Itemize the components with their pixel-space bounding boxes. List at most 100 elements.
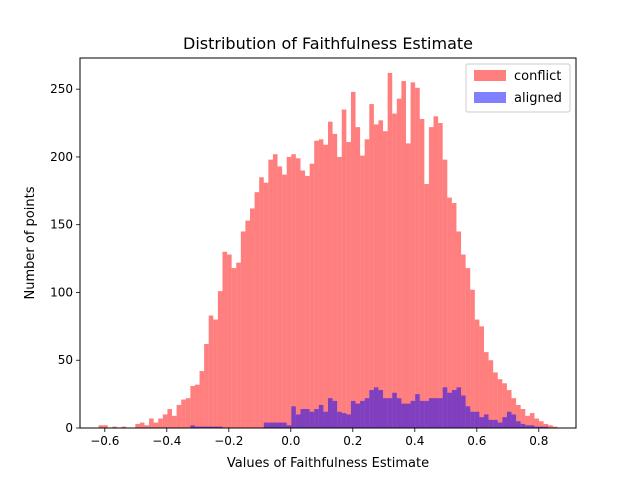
conflict-bar	[465, 268, 471, 428]
legend-label-aligned: aligned	[514, 91, 562, 106]
conflict-bar	[424, 184, 429, 428]
aligned-bar	[479, 417, 484, 428]
conflict-bar	[222, 251, 228, 428]
conflict-bars	[98, 72, 558, 429]
conflict-bar	[121, 426, 127, 428]
conflict-bar	[337, 156, 342, 428]
conflict-bar	[525, 415, 530, 428]
aligned-bar	[364, 398, 370, 428]
conflict-bar	[236, 262, 241, 428]
conflict-bar	[373, 124, 379, 429]
conflict-bar	[167, 409, 173, 428]
conflict-bar	[139, 422, 145, 428]
conflict-bar	[511, 398, 517, 428]
aligned-bar	[483, 414, 489, 428]
conflict-bar	[451, 203, 457, 428]
conflict-bar	[447, 197, 452, 428]
conflict-bar	[438, 123, 443, 429]
x-tick-label: 0.8	[529, 434, 548, 448]
aligned-bar	[396, 398, 402, 428]
legend: conflict aligned	[465, 63, 571, 113]
conflict-bar	[350, 91, 356, 428]
aligned-bar	[516, 421, 521, 428]
aligned-bars	[190, 387, 549, 428]
conflict-bar	[172, 415, 177, 428]
aligned-bar	[272, 422, 278, 428]
conflict-bar	[355, 127, 361, 428]
conflict-bar	[415, 87, 420, 429]
conflict-bar	[378, 120, 384, 428]
conflict-bar	[474, 319, 480, 428]
conflict-bar	[364, 139, 370, 429]
conflict-bar	[488, 360, 494, 428]
aligned-bar	[506, 411, 512, 428]
aligned-bar	[350, 400, 356, 428]
conflict-bar	[456, 231, 462, 428]
plot-frame	[79, 57, 577, 429]
conflict-bar	[295, 158, 301, 429]
aligned-bar	[305, 409, 310, 428]
aligned-bar	[295, 414, 301, 428]
conflict-bar	[185, 398, 191, 428]
x-tick-label: 0.0	[281, 434, 300, 448]
aligned-bar	[190, 425, 195, 428]
aligned-bar	[401, 403, 406, 428]
conflict-bar	[392, 113, 397, 429]
aligned-bar	[383, 398, 388, 428]
conflict-bar	[520, 409, 526, 428]
conflict-bar	[103, 425, 108, 428]
aligned-bar	[360, 400, 365, 428]
y-tick-label: 0	[65, 421, 73, 435]
aligned-bar	[534, 426, 540, 428]
aligned-bar	[511, 414, 517, 428]
aligned-bar	[461, 395, 466, 428]
conflict-bar	[410, 82, 416, 429]
conflict-bar	[194, 384, 200, 428]
conflict-bar	[314, 140, 319, 428]
aligned-bar	[419, 400, 425, 428]
aligned-bar	[525, 425, 530, 428]
conflict-bar	[291, 154, 296, 428]
aligned-bar	[323, 411, 328, 428]
conflict-bar	[341, 109, 347, 428]
chart-title: Distribution of Faithfulness Estimate	[183, 34, 473, 53]
x-tick-label: 0.6	[467, 434, 486, 448]
aligned-bar	[539, 426, 544, 428]
conflict-bar	[483, 352, 489, 428]
aligned-bar	[438, 398, 443, 428]
y-tick-label: 50	[58, 353, 73, 367]
aligned-bar	[497, 422, 503, 428]
legend-swatch-conflict	[474, 70, 506, 81]
x-tick-label: −0.2	[214, 434, 243, 448]
conflict-bar	[217, 291, 223, 428]
x-axis-label: Values of Faithfulness Estimate	[227, 456, 429, 471]
aligned-bar	[520, 423, 526, 428]
conflict-bar	[318, 139, 324, 429]
conflict-bar	[396, 98, 402, 429]
aligned-bar	[502, 417, 507, 428]
conflict-bar	[181, 399, 186, 428]
conflict-bar	[272, 154, 278, 428]
x-axis-ticks: −0.6 −0.4 −0.2 0.0 0.2 0.4 0.6 0.8	[90, 428, 548, 448]
conflict-bar	[401, 81, 406, 429]
aligned-bar	[346, 414, 351, 428]
conflict-bar	[199, 371, 205, 428]
conflict-bar	[162, 414, 168, 428]
aligned-bar	[291, 406, 296, 428]
conflict-bar	[516, 404, 521, 428]
conflict-bar	[149, 418, 154, 428]
aligned-bar	[415, 394, 420, 428]
y-axis-label: Number of points	[23, 186, 38, 299]
aligned-bar	[529, 425, 535, 428]
aligned-bar	[369, 390, 374, 428]
aligned-bar	[410, 400, 416, 428]
conflict-bar	[539, 421, 544, 428]
aligned-bar	[428, 398, 434, 428]
aligned-bar	[213, 426, 218, 428]
conflict-bar	[506, 390, 512, 428]
conflict-bar	[305, 175, 310, 428]
conflict-bar	[552, 426, 558, 428]
aligned-bar	[199, 426, 205, 428]
y-tick-label: 250	[50, 82, 73, 96]
conflict-bar	[98, 425, 104, 428]
